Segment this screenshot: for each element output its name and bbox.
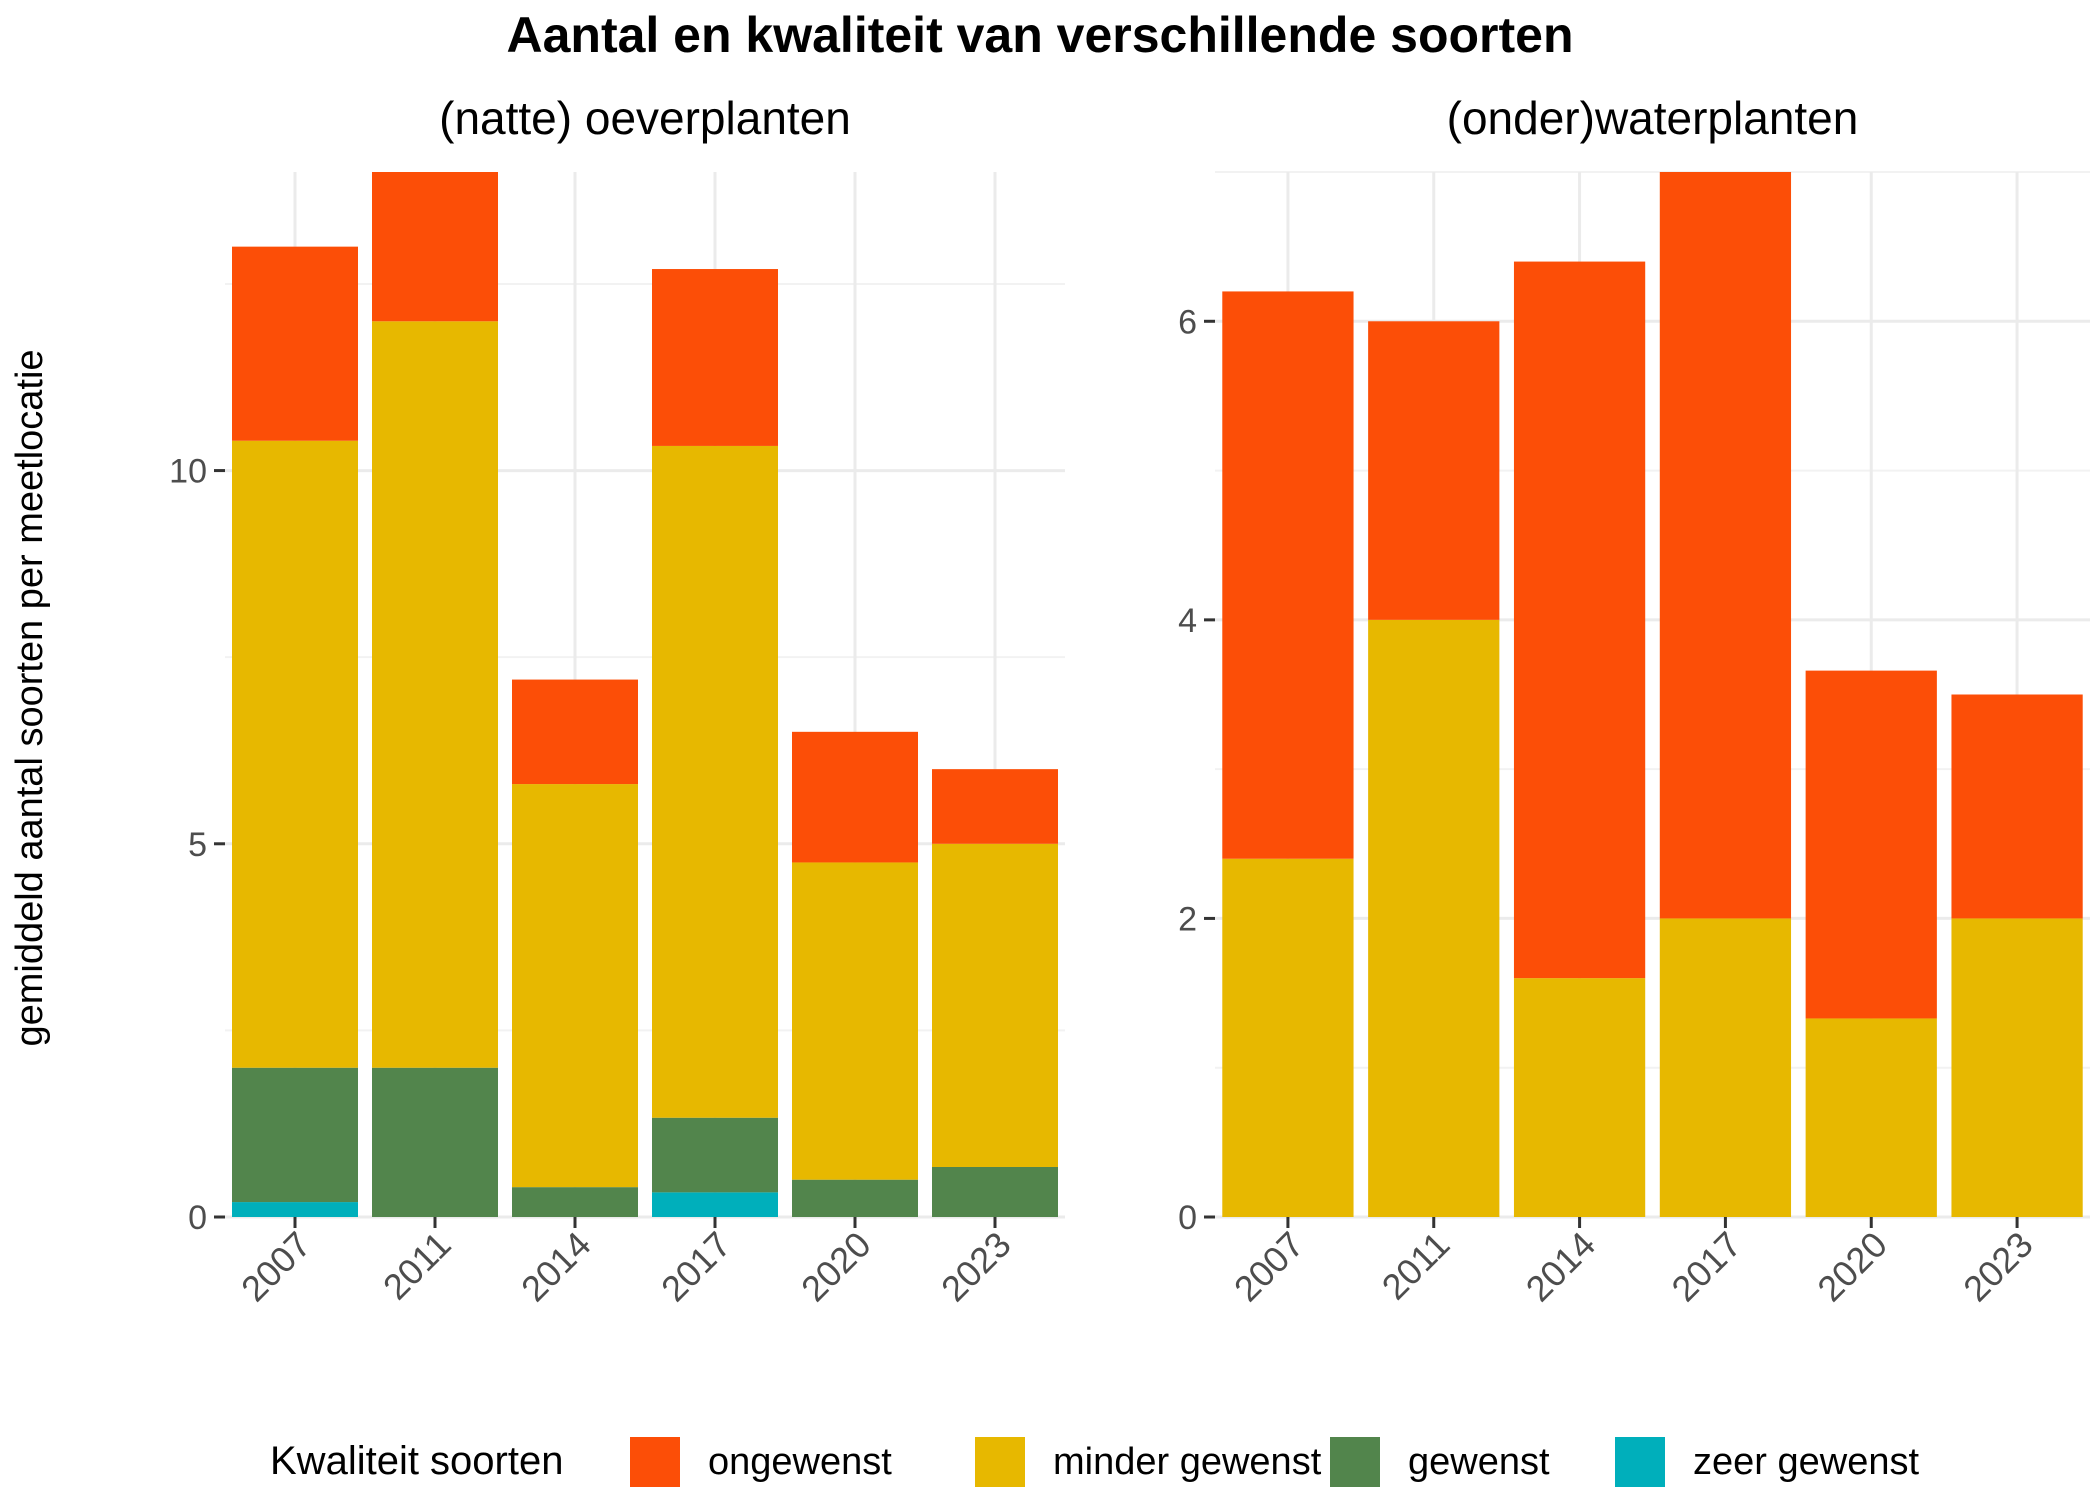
bar-segment-2014-minder-gewenst <box>512 784 638 1188</box>
bar-segment-2020-minder-gewenst <box>792 862 918 1180</box>
bar-segment-2020-minder-gewenst <box>1805 1018 1937 1217</box>
bar-segment-2007-minder-gewenst <box>232 440 358 1068</box>
legend-label: ongewenst <box>708 1441 892 1483</box>
legend-key <box>630 1437 680 1487</box>
bar-segment-2011-ongewenst <box>372 172 498 322</box>
bar-segment-2014-gewenst <box>512 1187 638 1217</box>
y-tick-label: 0 <box>188 1199 207 1237</box>
bar-segment-2020-ongewenst <box>1805 670 1937 1019</box>
legend-key <box>1330 1437 1380 1487</box>
bar-segment-2017-gewenst <box>652 1117 778 1193</box>
y-tick-label: 2 <box>1178 900 1197 938</box>
panel-title: (natte) oeverplanten <box>439 92 851 144</box>
y-axis-label: gemiddeld aantal soorten per meetlocatie <box>9 349 51 1046</box>
bar-segment-2020-ongewenst <box>792 731 918 863</box>
panel-title: (onder)waterplanten <box>1447 92 1859 144</box>
bar-segment-2017-ongewenst <box>1659 172 1792 919</box>
bar-segment-2017-minder-gewenst <box>1659 918 1792 1217</box>
y-axis: 0 2 4 6 <box>1178 303 1215 1237</box>
bar-segment-2023-ongewenst <box>932 769 1058 844</box>
bar-segment-2014-ongewenst <box>1513 261 1646 979</box>
legend-title: Kwaliteit soorten <box>270 1439 563 1483</box>
bar-segment-2007-zeer-gewenst <box>232 1202 358 1217</box>
legend: Kwaliteit soorten ongewenst minder gewens… <box>270 1437 1919 1487</box>
bar-segment-2011-gewenst <box>372 1067 498 1217</box>
bar-segment-2023-gewenst <box>932 1166 1058 1217</box>
bar-segment-2014-minder-gewenst <box>1513 978 1646 1217</box>
bar-segment-2011-minder-gewenst <box>372 321 498 1068</box>
legend-label: zeer gewenst <box>1693 1441 1919 1483</box>
bar-segment-2007-minder-gewenst <box>1222 858 1354 1217</box>
bar-segment-2011-ongewenst <box>1368 321 1500 620</box>
bar-segment-2023-ongewenst <box>1951 694 2083 919</box>
legend-label: gewenst <box>1408 1441 1550 1483</box>
y-tick-label: 5 <box>188 826 207 864</box>
bar-segment-2017-minder-gewenst <box>652 445 778 1118</box>
legend-label: minder gewenst <box>1053 1441 1322 1483</box>
y-tick-label: 0 <box>1178 1199 1197 1237</box>
legend-key <box>1615 1437 1665 1487</box>
bar-segment-2007-ongewenst <box>1222 291 1354 859</box>
legend-item-ongewenst: ongewenst <box>630 1437 892 1487</box>
bar-segment-2014-ongewenst <box>512 679 638 785</box>
bar-segment-2007-ongewenst <box>232 246 358 441</box>
y-tick-label: 10 <box>169 453 207 491</box>
bar-segment-2023-minder-gewenst <box>932 843 1058 1167</box>
bars <box>1222 172 2083 1217</box>
legend-item-minder-gewenst: minder gewenst <box>975 1437 1322 1487</box>
y-axis: 0 5 10 <box>169 453 225 1237</box>
bar-segment-2011-minder-gewenst <box>1368 619 1500 1217</box>
bar-segment-2017-zeer-gewenst <box>652 1192 778 1217</box>
bar-segment-2007-gewenst <box>232 1067 358 1203</box>
bar-segment-2023-minder-gewenst <box>1951 918 2083 1217</box>
legend-items: ongewenst minder gewenst gewenst zeer gewen… <box>630 1437 1919 1487</box>
bar-segment-2020-gewenst <box>792 1179 918 1217</box>
legend-item-zeer-gewenst: zeer gewenst <box>1615 1437 1919 1487</box>
legend-key <box>975 1437 1025 1487</box>
y-tick-label: 4 <box>1178 602 1197 640</box>
bars <box>232 172 1058 1217</box>
y-tick-label: 6 <box>1178 303 1197 341</box>
chart-title: Aantal en kwaliteit van verschillende so… <box>506 7 1573 63</box>
legend-item-gewenst: gewenst <box>1330 1437 1550 1487</box>
bar-segment-2017-ongewenst <box>652 269 778 446</box>
